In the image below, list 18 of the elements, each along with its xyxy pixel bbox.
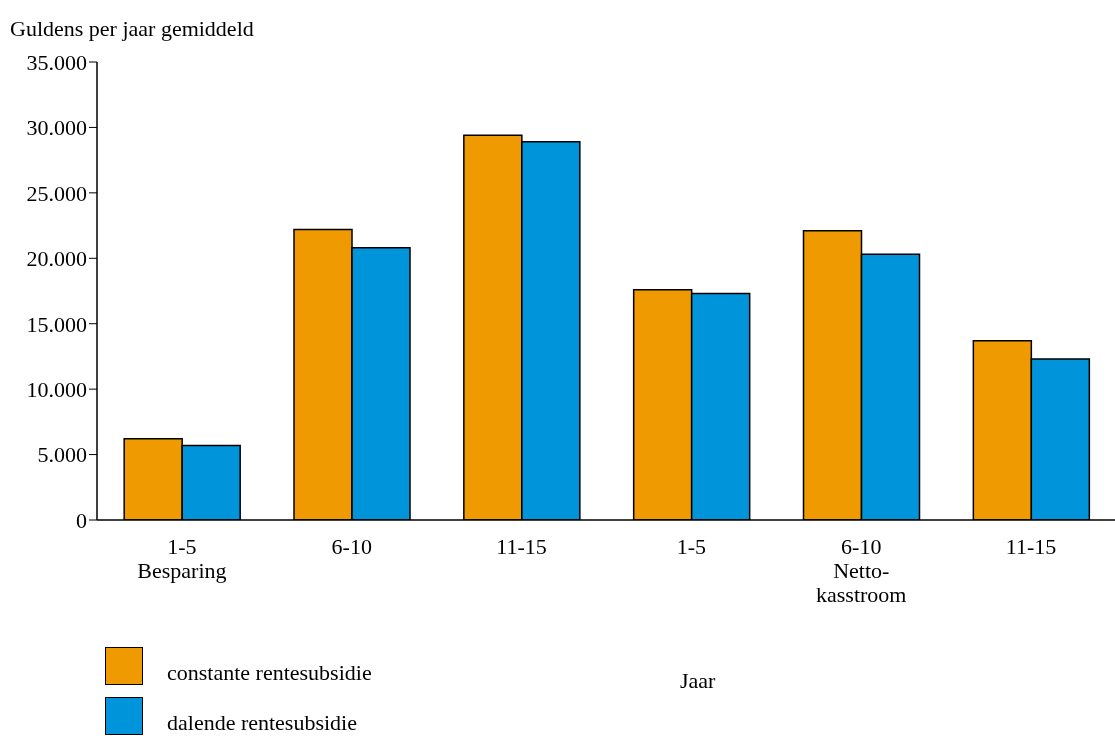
y-tick-label: 20.000 [26,246,87,272]
x-tick-label: 1-5 Besparing [137,534,227,583]
x-tick-label: 1-5 [676,534,707,559]
x-tick-label: 6-10 Netto- kasstroom [816,534,907,607]
y-axis-title: Guldens per jaar gemiddeld [10,16,254,42]
y-tick-label: 25.000 [26,180,87,206]
x-axis-title: Jaar [680,668,716,694]
x-tick-label: 11-15 [496,534,547,559]
y-tick-label: 30.000 [26,115,87,141]
x-tick-label: 11-15 [1005,534,1057,559]
legend-label: dalende rentesubsidie [167,710,357,736]
legend-label: constante rentesubsidie [167,660,372,686]
x-tick-label: 6-10 [331,534,372,559]
y-tick-label: 35.000 [26,49,87,75]
y-tick-label: 5.000 [37,442,87,468]
y-tick-label: 15.000 [26,311,87,337]
y-tick-label: 0 [76,507,87,533]
y-tick-label: 10.000 [26,376,87,402]
